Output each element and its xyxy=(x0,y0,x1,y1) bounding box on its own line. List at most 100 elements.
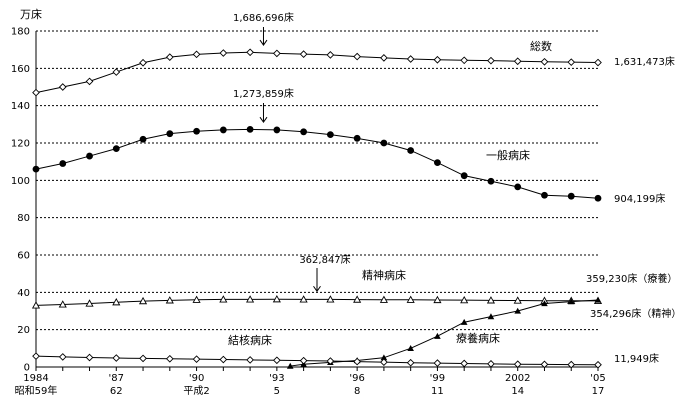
data-point xyxy=(273,356,281,365)
data-point xyxy=(192,295,201,303)
y-tick-label: 160 xyxy=(11,64,30,75)
end-label-general: 904,199床 xyxy=(614,192,665,205)
x-tick-sublabel: 62 xyxy=(110,386,123,397)
data-point xyxy=(540,360,549,369)
series-line xyxy=(35,128,599,199)
series-label-total: 総数 xyxy=(530,39,552,53)
data-point xyxy=(460,56,469,65)
x-tick-sublabel: 11 xyxy=(431,386,444,397)
data-point xyxy=(286,362,294,369)
data-point xyxy=(353,134,361,142)
series-points xyxy=(31,48,603,369)
data-point xyxy=(165,296,174,304)
y-tick-label: 20 xyxy=(17,325,30,336)
data-point xyxy=(165,354,174,363)
data-point xyxy=(487,359,495,368)
data-point xyxy=(273,126,281,134)
data-point xyxy=(406,358,415,367)
data-point xyxy=(138,296,148,305)
gridlines xyxy=(36,30,598,331)
y-tick-label: 40 xyxy=(17,288,30,299)
data-point xyxy=(85,77,94,86)
x-tick-label: '93 xyxy=(269,373,284,384)
end-label-long-term-care: 359,230床（療養） xyxy=(586,272,677,285)
data-point xyxy=(594,194,602,202)
data-point xyxy=(219,49,228,57)
series-line xyxy=(35,51,599,94)
end-label-psychiatric: 354,296床（精神） xyxy=(590,307,679,320)
data-point xyxy=(380,54,388,62)
annotation-psychiatric-peak: 362,847床 xyxy=(299,253,350,266)
series-line xyxy=(35,298,599,306)
x-tick-label: '99 xyxy=(430,373,445,384)
series-label-tuberculosis: 結核病床 xyxy=(228,333,272,347)
data-point xyxy=(112,354,121,362)
data-point xyxy=(58,353,67,361)
data-point xyxy=(406,55,415,63)
end-label-tuberculosis: 11,949床 xyxy=(614,352,659,365)
series-lines xyxy=(35,51,599,367)
data-point xyxy=(353,52,361,61)
data-point xyxy=(460,172,468,180)
data-point xyxy=(112,145,120,153)
data-point xyxy=(433,55,442,64)
data-point xyxy=(273,49,281,58)
y-tick-label: 100 xyxy=(11,176,30,187)
data-point xyxy=(219,295,228,303)
data-point xyxy=(246,295,255,303)
y-tick-label: 80 xyxy=(17,213,30,224)
x-tick-label: 1984 xyxy=(23,373,48,384)
data-point xyxy=(326,295,335,303)
data-point xyxy=(166,130,174,138)
data-point xyxy=(326,131,334,139)
data-point xyxy=(379,295,388,303)
annotation-arrows xyxy=(259,27,321,293)
data-point xyxy=(326,51,335,59)
data-point xyxy=(58,300,67,308)
data-point xyxy=(513,57,522,66)
data-point xyxy=(514,307,522,314)
x-tick-label: '05 xyxy=(590,373,605,384)
x-tick-label: '87 xyxy=(109,373,124,384)
data-point xyxy=(406,295,415,303)
data-point xyxy=(85,353,94,362)
data-point xyxy=(139,58,147,67)
x-tick-label: '90 xyxy=(189,373,204,384)
data-point xyxy=(32,165,40,173)
data-point xyxy=(460,359,469,368)
data-point xyxy=(353,357,361,366)
data-point xyxy=(31,301,41,309)
data-point xyxy=(487,177,495,185)
data-point xyxy=(326,357,335,365)
data-point xyxy=(594,360,602,369)
annotation-total-peak: 1,686,696床 xyxy=(233,11,294,24)
series-label-psychiatric: 精神病床 xyxy=(362,268,406,282)
data-point xyxy=(594,58,602,67)
data-point xyxy=(487,313,495,320)
series-line xyxy=(35,355,599,366)
x-tick-sublabel: 8 xyxy=(354,386,360,397)
data-point xyxy=(407,345,414,351)
data-point xyxy=(407,147,415,154)
data-point xyxy=(567,192,575,200)
x-tick-sublabel: 17 xyxy=(592,386,605,397)
end-label-total: 1,631,473床 xyxy=(614,55,675,68)
data-point xyxy=(59,160,67,167)
data-point xyxy=(487,56,495,65)
data-point xyxy=(433,295,442,304)
data-point xyxy=(219,355,228,364)
data-point xyxy=(85,299,94,307)
data-point xyxy=(112,298,121,306)
data-point xyxy=(541,300,548,307)
data-point xyxy=(380,358,388,366)
data-point xyxy=(567,360,576,369)
data-point xyxy=(540,57,549,66)
series-line xyxy=(290,299,599,367)
data-point xyxy=(460,318,468,325)
annotation-arrowhead xyxy=(259,116,268,124)
chart-text-layer: 万床 総数 一般病床 精神病床 療養病床 結核病床 1,686,696床 1,2… xyxy=(20,7,679,365)
data-point xyxy=(165,53,174,61)
y-tick-label: 120 xyxy=(11,139,30,150)
y-tick-label: 60 xyxy=(17,251,30,262)
